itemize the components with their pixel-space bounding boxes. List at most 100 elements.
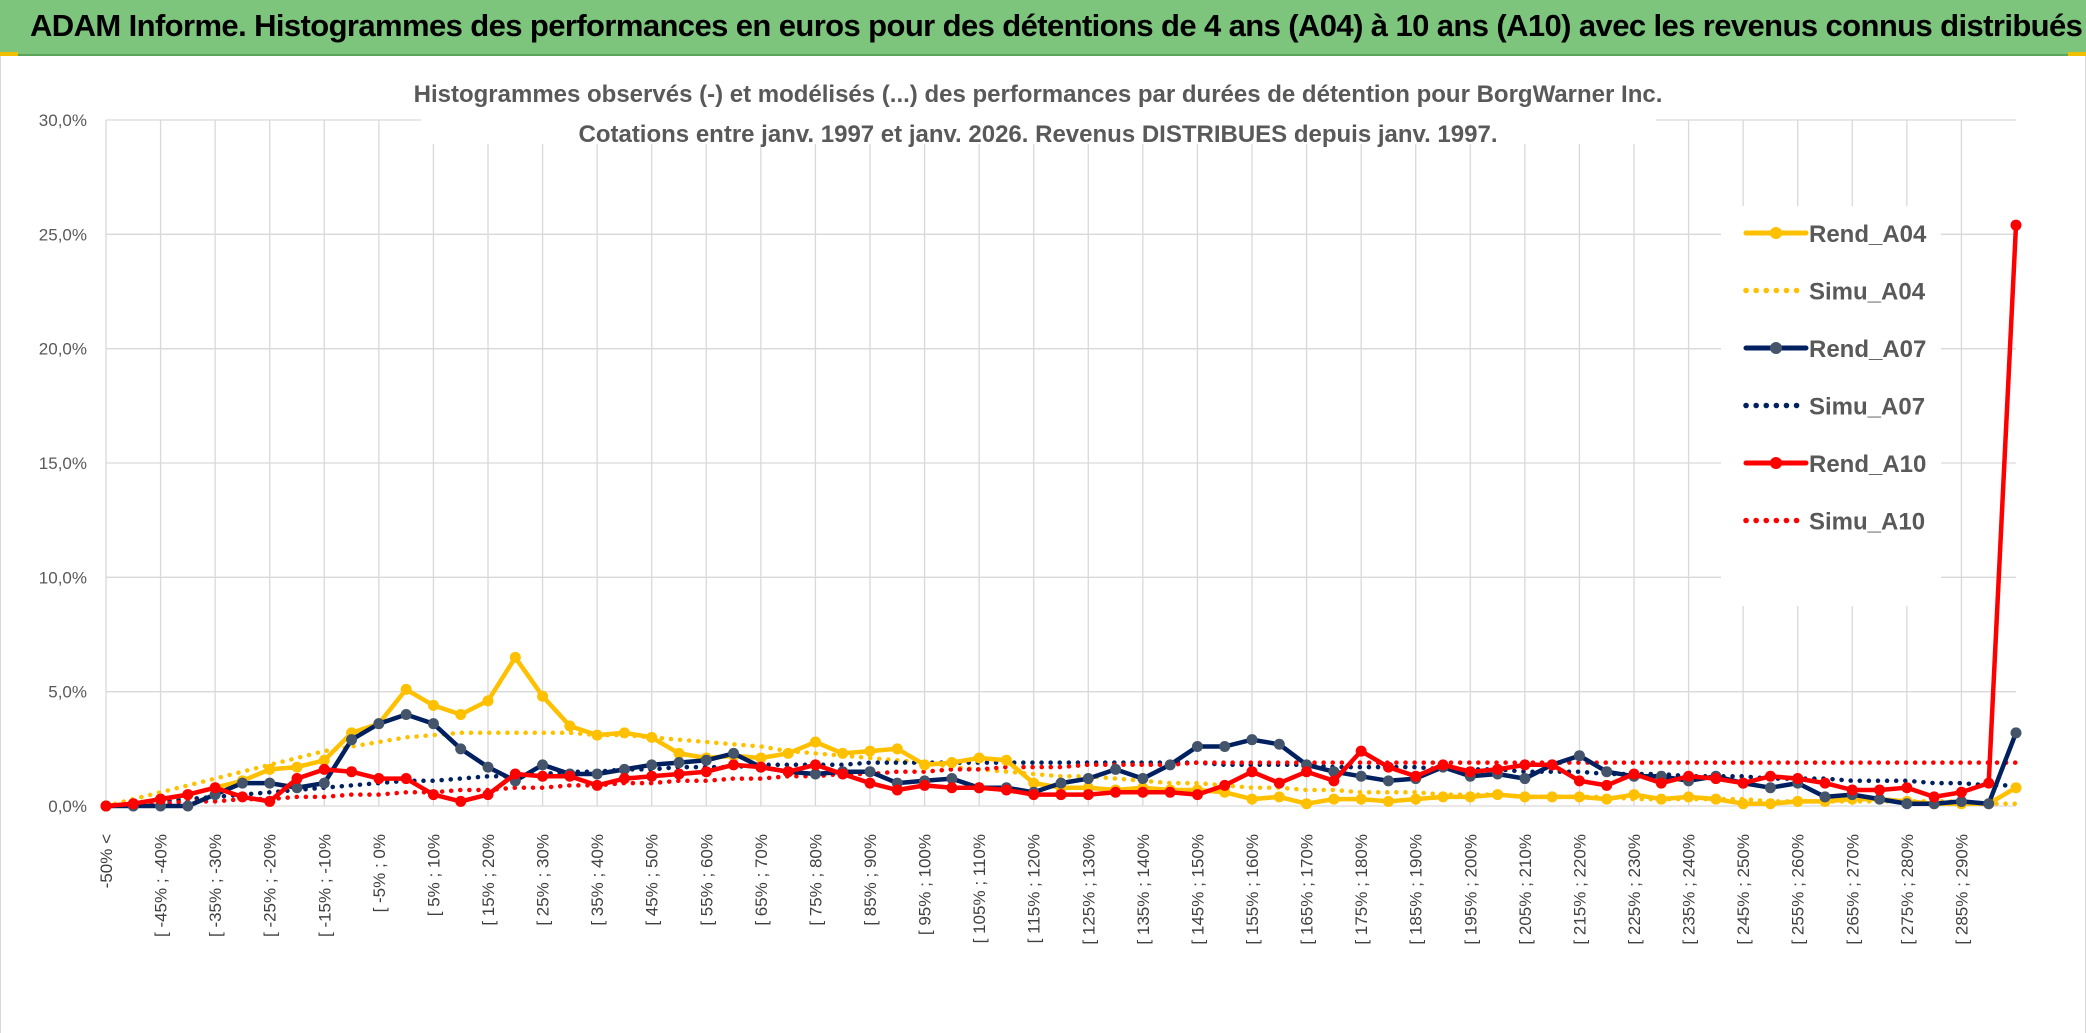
data-point — [919, 779, 931, 791]
data-point — [646, 731, 658, 743]
data-point — [1273, 777, 1285, 789]
data-point — [1955, 795, 1967, 807]
x-tick-label: [ 25% ; 30% — [534, 834, 553, 926]
data-point — [1573, 750, 1585, 762]
x-tick-label: -50% < — [97, 834, 116, 888]
data-point — [209, 782, 221, 794]
x-tick-label: [ 5% ; 10% — [424, 834, 443, 916]
data-point — [755, 761, 767, 773]
data-point — [1382, 761, 1394, 773]
data-point — [1355, 745, 1367, 757]
data-point — [1410, 793, 1422, 805]
x-tick-label: [ -5% ; 0% — [370, 834, 389, 912]
legend-item-simu-a10: Simu_A10 — [1743, 509, 1925, 536]
data-point — [1464, 766, 1476, 778]
data-point — [346, 766, 358, 778]
corner-accent-left — [0, 52, 18, 56]
data-point — [1764, 782, 1776, 794]
data-point — [1628, 789, 1640, 801]
data-point — [864, 745, 876, 757]
y-tick-label: 20,0% — [39, 340, 87, 359]
legend-item-simu-a04: Simu_A04 — [1743, 279, 1926, 306]
x-tick-label: [ 245% ; 250% — [1734, 834, 1753, 945]
data-point — [1464, 791, 1476, 803]
data-point — [427, 699, 439, 711]
data-point — [673, 768, 685, 780]
data-point — [1246, 734, 1258, 746]
x-tick-label: [ 225% ; 230% — [1625, 834, 1644, 945]
y-tick-label: 10,0% — [39, 568, 87, 587]
data-point — [1519, 791, 1531, 803]
data-point — [318, 763, 330, 775]
x-tick-label: [ 265% ; 270% — [1843, 834, 1862, 945]
data-point — [564, 720, 576, 732]
legend-label: Rend_A10 — [1809, 451, 1926, 478]
data-point — [1601, 779, 1613, 791]
series-line-simu-a10 — [103, 760, 2019, 809]
data-point — [1437, 791, 1449, 803]
data-point — [236, 777, 248, 789]
y-tick-label: 15,0% — [39, 454, 87, 473]
data-point — [891, 784, 903, 796]
x-tick-label: [ 205% ; 210% — [1516, 834, 1535, 945]
data-point — [1492, 763, 1504, 775]
data-point — [673, 757, 685, 769]
data-point — [1792, 773, 1804, 785]
data-point — [509, 651, 521, 663]
data-point — [236, 791, 248, 803]
x-axis-ticks: -50% < [ -45% ; -40% [ -35% ; -30% [ -25% ;… — [97, 834, 1971, 945]
legend-label: Rend_A04 — [1809, 221, 1927, 248]
data-point — [837, 768, 849, 780]
data-point — [1683, 791, 1695, 803]
x-tick-label: [ -45% ; -40% — [152, 834, 171, 937]
data-point — [591, 779, 603, 791]
data-point — [1110, 786, 1122, 798]
data-point — [1955, 786, 1967, 798]
data-point — [564, 770, 576, 782]
data-point — [728, 759, 740, 771]
data-point — [155, 793, 167, 805]
data-point — [2010, 782, 2022, 794]
x-tick-label: [ 135% ; 140% — [1134, 834, 1153, 945]
y-axis-ticks: 0,0% 5,0% 10,0% 15,0% 20,0% 25,0% 30,0% — [39, 111, 87, 816]
legend-label: Simu_A07 — [1809, 394, 1925, 421]
data-point — [1082, 773, 1094, 785]
data-point — [809, 736, 821, 748]
x-tick-label: [ 215% ; 220% — [1570, 834, 1589, 945]
data-point — [1628, 768, 1640, 780]
x-tick-label: [ 125% ; 130% — [1079, 834, 1098, 945]
data-point — [782, 766, 794, 778]
data-point — [373, 773, 385, 785]
data-point — [891, 743, 903, 755]
data-point — [127, 798, 139, 810]
data-point — [1573, 791, 1585, 803]
data-point — [591, 729, 603, 741]
data-point — [673, 747, 685, 759]
data-point — [618, 727, 630, 739]
data-point — [1082, 789, 1094, 801]
x-tick-label: [ 65% ; 70% — [752, 834, 771, 926]
legend-item-rend-a10: Rend_A10 — [1743, 451, 1926, 478]
data-point — [346, 734, 358, 746]
y-tick-label: 5,0% — [48, 683, 87, 702]
data-point — [1764, 798, 1776, 810]
x-tick-label: [ 75% ; 80% — [806, 834, 825, 926]
data-point — [1737, 798, 1749, 810]
data-point — [700, 766, 712, 778]
data-point — [864, 766, 876, 778]
data-point — [1055, 777, 1067, 789]
data-point — [1819, 777, 1831, 789]
data-point — [1164, 786, 1176, 798]
data-point — [1273, 738, 1285, 750]
data-point — [755, 752, 767, 764]
x-tick-label: [ 235% ; 240% — [1680, 834, 1699, 945]
data-point — [1000, 754, 1012, 766]
data-point — [318, 754, 330, 766]
x-tick-label: [ 95% ; 100% — [916, 834, 935, 935]
data-point — [1601, 793, 1613, 805]
data-point — [291, 761, 303, 773]
x-tick-label: [ 45% ; 50% — [643, 834, 662, 926]
x-tick-label: [ 175% ; 180% — [1352, 834, 1371, 945]
data-point — [1764, 770, 1776, 782]
x-tick-label: [ 85% ; 90% — [861, 834, 880, 926]
